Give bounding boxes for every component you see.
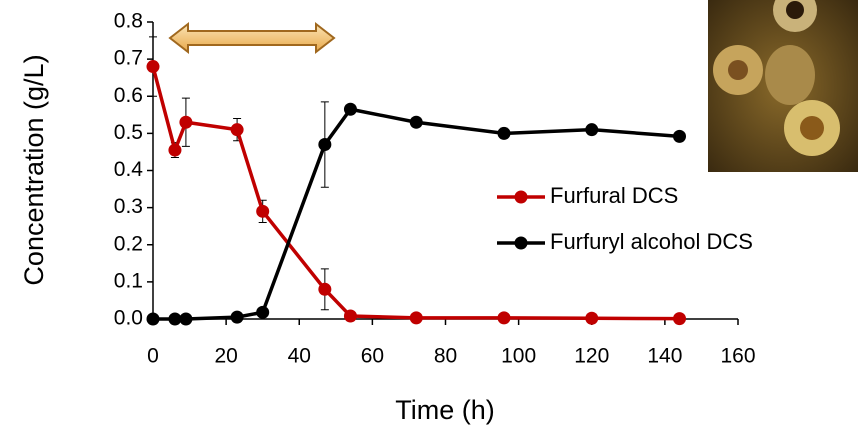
y-tick-label: 0.6: [114, 84, 143, 107]
x-tick-label: 20: [214, 345, 237, 368]
x-tick-label: 160: [720, 345, 755, 368]
point: [256, 305, 270, 319]
x-tick-label: 0: [147, 345, 159, 368]
point: [168, 143, 182, 157]
legend-marker: [514, 236, 528, 250]
point: [409, 115, 423, 129]
point: [497, 311, 511, 325]
x-tick-label: 60: [361, 345, 384, 368]
x-tick-label: 140: [647, 345, 682, 368]
y-axis-title: Concentration (g/L): [19, 54, 49, 285]
x-tick-label: 40: [288, 345, 311, 368]
point: [230, 123, 244, 137]
point: [673, 312, 686, 326]
point: [497, 126, 511, 140]
y-tick-label: 0.8: [114, 10, 143, 33]
point: [179, 312, 193, 326]
point: [318, 282, 332, 296]
series-line: [153, 107, 680, 321]
point: [179, 115, 193, 129]
point: [585, 123, 599, 137]
point: [256, 204, 270, 218]
point: [146, 60, 160, 74]
point: [230, 310, 244, 324]
point: [673, 129, 686, 143]
x-tick-label: 100: [501, 345, 536, 368]
point: [343, 309, 357, 323]
legend-label: Furfuryl alcohol DCS: [550, 229, 753, 254]
x-tick-label: 80: [434, 345, 457, 368]
photo-inset: [708, 0, 858, 172]
y-tick-label: 0.5: [114, 121, 143, 144]
point: [409, 311, 423, 325]
point: [585, 311, 599, 325]
y-tick-label: 0.2: [114, 232, 143, 255]
y-tick-label: 0.0: [114, 307, 143, 330]
point: [318, 138, 332, 152]
legend-label: Furfural DCS: [550, 183, 678, 208]
y-tick-label: 0.7: [114, 47, 143, 70]
point: [168, 312, 182, 326]
y-tick-label: 0.3: [114, 195, 143, 218]
x-tick-label: 120: [574, 345, 609, 368]
point: [343, 102, 357, 116]
y-tick-label: 0.1: [114, 269, 143, 292]
y-tick-label: 0.4: [114, 158, 144, 181]
x-axis-title: Time (h): [395, 395, 495, 425]
legend-marker: [514, 190, 528, 204]
point: [146, 312, 160, 326]
period-arrow: [168, 21, 336, 55]
